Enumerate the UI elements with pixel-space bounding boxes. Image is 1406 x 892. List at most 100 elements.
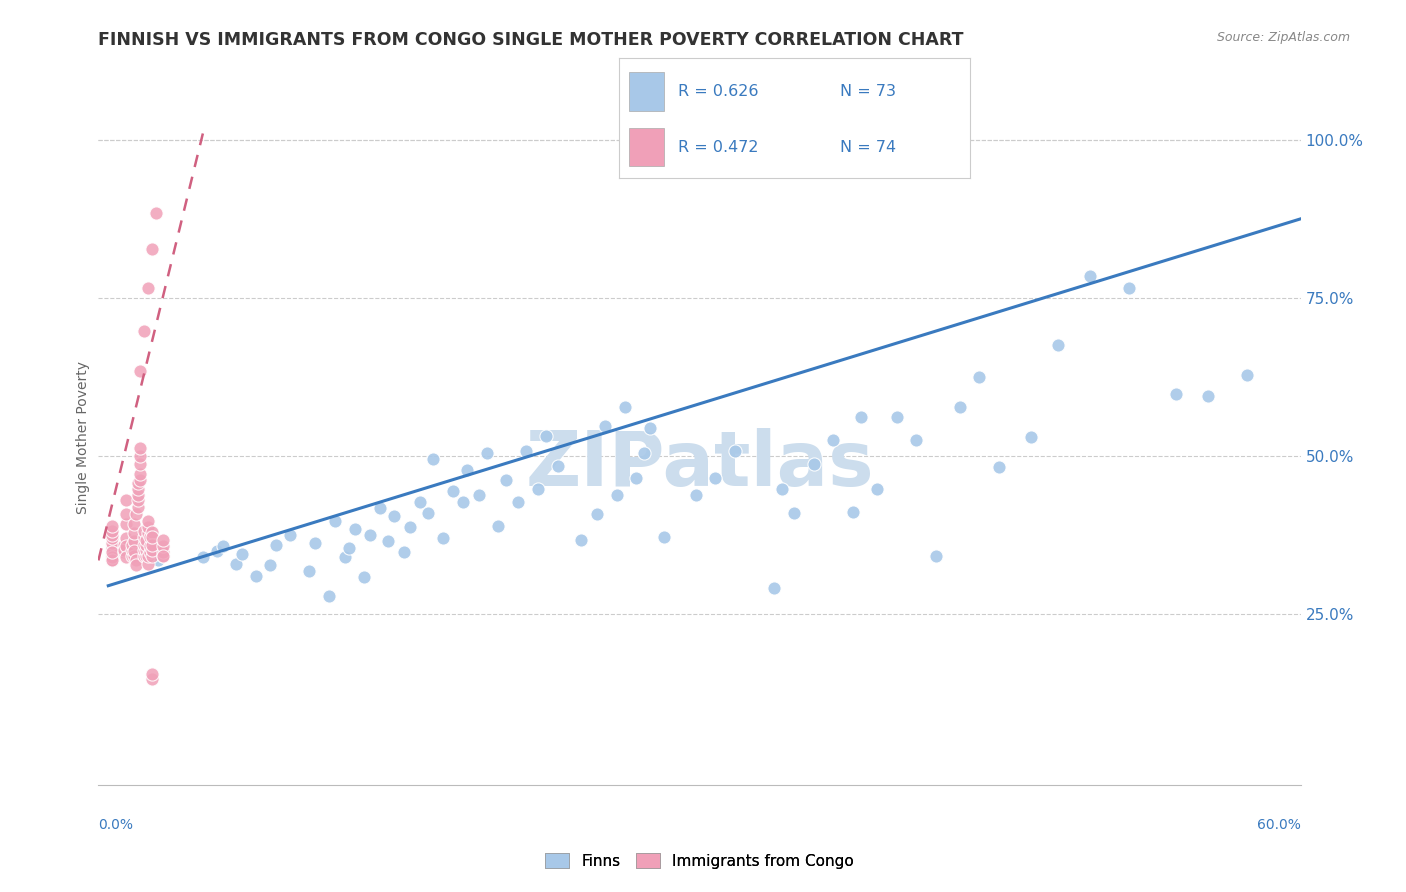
Point	[101, 550, 124, 565]
Point	[763, 581, 786, 595]
Point	[141, 549, 163, 563]
Point	[101, 547, 124, 561]
Point	[1166, 387, 1188, 401]
Text: R = 0.472: R = 0.472	[678, 139, 759, 154]
Point	[101, 524, 124, 538]
Point	[128, 467, 150, 481]
Point	[101, 553, 124, 567]
Point	[456, 463, 478, 477]
Point	[1236, 368, 1258, 383]
Point	[136, 281, 159, 295]
Point	[638, 420, 661, 434]
Point	[770, 482, 793, 496]
Point	[475, 446, 498, 460]
Point	[278, 528, 301, 542]
Point	[724, 444, 747, 458]
Point	[298, 564, 321, 578]
Point	[101, 545, 124, 559]
Point	[138, 530, 160, 544]
Point	[392, 545, 415, 559]
Point	[122, 534, 145, 549]
FancyBboxPatch shape	[630, 128, 664, 166]
Point	[101, 551, 124, 566]
Point	[468, 488, 491, 502]
Point	[416, 506, 439, 520]
Point	[245, 569, 267, 583]
Point	[127, 500, 149, 514]
Point	[115, 531, 138, 545]
Point	[128, 364, 150, 378]
Point	[122, 526, 145, 541]
Point	[128, 442, 150, 456]
Point	[205, 544, 228, 558]
Point	[1047, 338, 1070, 352]
Text: 0.0%: 0.0%	[98, 818, 134, 832]
Point	[112, 542, 135, 557]
Point	[132, 549, 155, 563]
Point	[127, 475, 149, 490]
Point	[136, 557, 159, 571]
Point	[359, 528, 381, 542]
Point	[398, 520, 420, 534]
Point	[152, 539, 174, 553]
Point	[633, 446, 655, 460]
Point	[141, 667, 163, 681]
Point	[141, 538, 163, 552]
Point	[127, 482, 149, 496]
Point	[1078, 268, 1101, 283]
Text: Source: ZipAtlas.com: Source: ZipAtlas.com	[1216, 31, 1350, 45]
Point	[125, 553, 148, 567]
Point	[112, 545, 135, 559]
Point	[515, 444, 537, 458]
Point	[132, 324, 155, 338]
Point	[353, 570, 375, 584]
Text: N = 73: N = 73	[839, 84, 896, 99]
Text: ZIPatlas: ZIPatlas	[526, 428, 873, 502]
Point	[925, 549, 948, 563]
Point	[101, 531, 124, 545]
Point	[368, 500, 391, 515]
Point	[152, 545, 174, 559]
Point	[138, 539, 160, 553]
Point	[152, 549, 174, 563]
Point	[231, 547, 253, 561]
Point	[125, 508, 148, 522]
Point	[146, 553, 169, 567]
Point	[211, 539, 233, 553]
Point	[127, 493, 149, 508]
Point	[652, 530, 675, 544]
Point	[441, 483, 464, 498]
Point	[685, 488, 707, 502]
Y-axis label: Single Mother Poverty: Single Mother Poverty	[76, 360, 90, 514]
Point	[152, 549, 174, 563]
Point	[704, 471, 727, 485]
Point	[136, 520, 159, 534]
Point	[377, 534, 399, 549]
Point	[115, 508, 138, 522]
Point	[849, 409, 872, 424]
Point	[141, 542, 163, 557]
Legend: Finns, Immigrants from Congo: Finns, Immigrants from Congo	[538, 847, 860, 875]
Point	[135, 533, 157, 547]
Point	[333, 550, 356, 565]
Point	[136, 526, 159, 541]
Point	[115, 517, 138, 532]
FancyBboxPatch shape	[630, 72, 664, 111]
Point	[122, 544, 145, 558]
Point	[141, 524, 163, 539]
Point	[534, 429, 557, 443]
Point	[136, 549, 159, 563]
Point	[112, 538, 135, 552]
Point	[101, 549, 124, 563]
Point	[225, 557, 247, 571]
Point	[145, 205, 167, 219]
Point	[432, 531, 454, 545]
Point	[488, 518, 510, 533]
Point	[101, 538, 124, 552]
Point	[141, 672, 163, 686]
Point	[613, 400, 636, 414]
Point	[783, 506, 806, 520]
Point	[949, 400, 972, 414]
Point	[101, 518, 124, 533]
Point	[121, 549, 143, 563]
